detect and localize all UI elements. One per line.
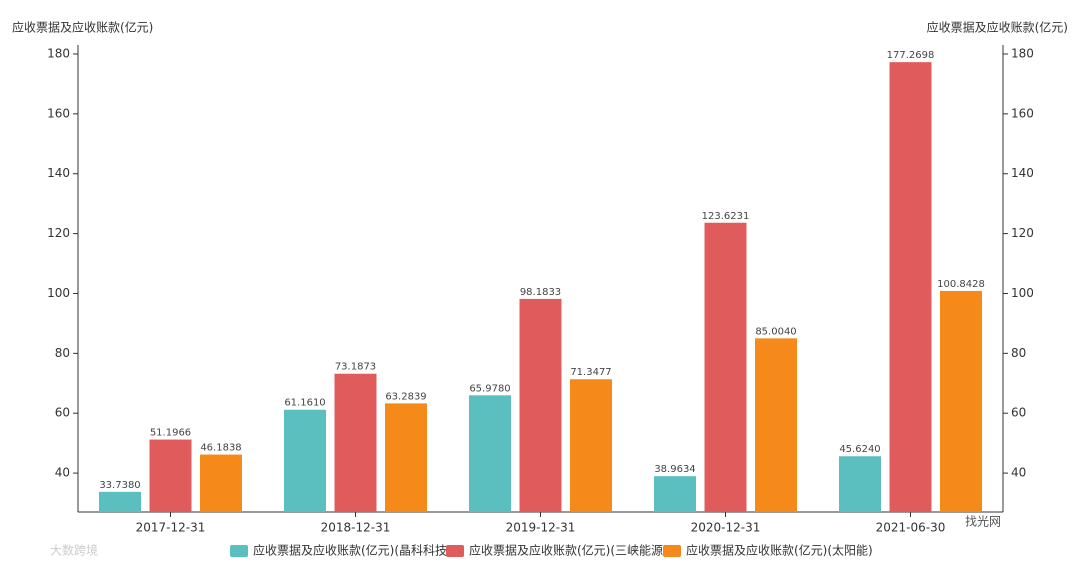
y2-tick-label: 100 (1011, 286, 1034, 300)
y2-axis-label: 应收票据及应收账款(亿元) (927, 20, 1068, 35)
value-label: 51.1966 (150, 428, 191, 439)
watermark: 找光网 (965, 515, 1001, 529)
y-tick-label: 40 (55, 466, 70, 480)
y2-tick-label: 60 (1011, 406, 1026, 420)
value-label: 63.2839 (385, 391, 426, 402)
watermark: 大数跨境 (50, 543, 98, 558)
legend-label: 应收票据及应收账款(亿元)(三峡能源) (469, 543, 668, 558)
value-label: 65.9780 (469, 383, 510, 394)
bar (839, 456, 881, 512)
bar (149, 439, 192, 512)
y2-tick-label: 120 (1011, 226, 1034, 240)
bar (519, 298, 562, 512)
legend-swatch (230, 545, 248, 557)
bar (99, 491, 141, 512)
y-axis-label: 应收票据及应收账款(亿元) (12, 20, 153, 35)
bar (704, 222, 747, 513)
x-tick-label: 2021-06-30 (876, 521, 946, 535)
y2-tick-label: 180 (1011, 46, 1034, 60)
value-label: 123.6231 (702, 211, 750, 222)
y-tick-label: 100 (47, 286, 70, 300)
legend-swatch (446, 545, 464, 557)
bar (940, 290, 982, 512)
bar (570, 379, 612, 512)
x-tick-label: 2017-12-31 (136, 521, 206, 535)
x-tick-label: 2018-12-31 (321, 521, 391, 535)
bar (469, 395, 511, 512)
bar (334, 373, 377, 512)
bar (755, 338, 797, 512)
value-label: 46.1838 (200, 443, 241, 454)
value-label: 33.7380 (99, 480, 140, 491)
value-label: 100.8428 (937, 279, 985, 290)
y2-tick-label: 160 (1011, 106, 1034, 120)
value-label: 71.3477 (570, 367, 611, 378)
x-tick-label: 2020-12-31 (691, 521, 761, 535)
y-tick-label: 80 (55, 346, 70, 360)
y-tick-label: 140 (47, 166, 70, 180)
y-tick-label: 160 (47, 106, 70, 120)
value-label: 177.2698 (887, 50, 935, 61)
legend-label: 应收票据及应收账款(亿元)(晶科科技) (253, 543, 452, 558)
value-label: 85.0040 (755, 326, 796, 337)
y-tick-label: 180 (47, 46, 70, 60)
y2-tick-label: 40 (1011, 466, 1026, 480)
y-tick-label: 60 (55, 406, 70, 420)
value-label: 45.6240 (839, 444, 880, 455)
y-tick-label: 120 (47, 226, 70, 240)
legend-swatch (663, 545, 681, 557)
bar (284, 409, 326, 512)
x-tick-label: 2019-12-31 (506, 521, 576, 535)
bar (889, 62, 932, 512)
bar (385, 403, 427, 512)
y2-tick-label: 80 (1011, 346, 1026, 360)
y2-tick-label: 140 (1011, 166, 1034, 180)
value-label: 98.1833 (520, 287, 561, 298)
value-label: 61.1610 (284, 398, 325, 409)
bar (200, 454, 242, 512)
value-label: 38.9634 (654, 464, 695, 475)
value-label: 73.1873 (335, 362, 376, 373)
bar (654, 476, 696, 512)
legend-label: 应收票据及应收账款(亿元)(太阳能) (686, 543, 873, 558)
